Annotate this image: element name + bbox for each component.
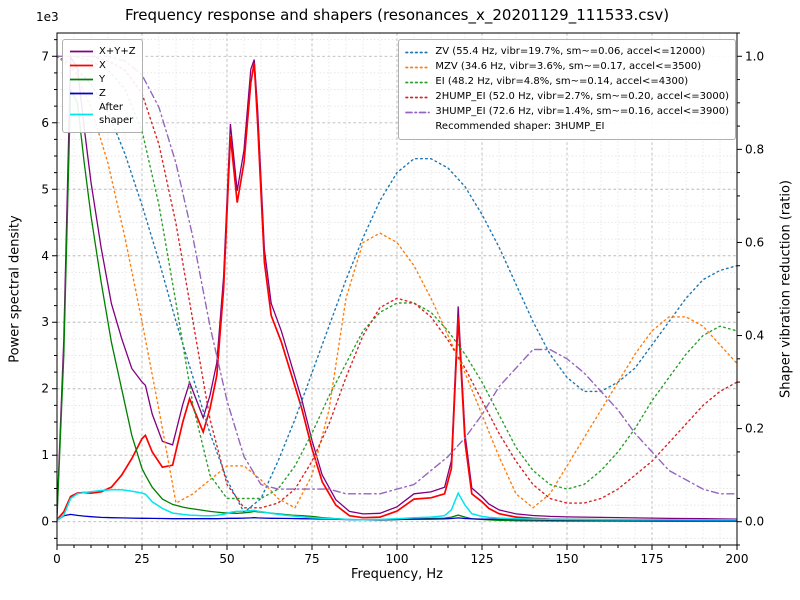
legend-swatch-2hump-ei [405, 96, 431, 98]
y-right-tick-label: 0.2 [745, 422, 764, 436]
legend-swatch-ei [405, 81, 431, 83]
x-tick-label: 200 [726, 552, 749, 566]
x-axis-label: Frequency, Hz [350, 567, 444, 582]
legend-swatch-zv [405, 51, 431, 53]
legend-swatch-xyz [70, 50, 93, 53]
y-left-tick-label: 4 [41, 249, 49, 263]
legend-item-mzv: MZV (34.6 Hz, vibr=3.6%, sm~=0.17, accel… [405, 60, 729, 74]
series-3hump-ei [57, 55, 737, 495]
y-axis-offset-label: 1e3 [36, 10, 59, 24]
tick-marks [52, 32, 742, 550]
y-right-tick-label: 1.0 [745, 49, 764, 63]
x-tick-label: 75 [304, 552, 319, 566]
legend-swatch-x [70, 64, 93, 67]
y-right-axis-label: Shaper vibration reduction (ratio) [778, 180, 794, 398]
legend-item-after-shaper: After shaper [69, 101, 136, 127]
legend-item-z: Z [69, 87, 136, 100]
y-left-tick-label: 3 [41, 315, 49, 329]
x-tick-label: 25 [134, 552, 149, 566]
y-left-tick-label: 6 [41, 116, 49, 130]
series-2hump-ei [57, 55, 737, 509]
legend-swatch-after-shaper [70, 113, 93, 115]
legend-label: X [99, 60, 106, 71]
x-tick-label: 50 [219, 552, 234, 566]
legend-item-ei: EI (48.2 Hz, vibr=4.8%, sm~=0.14, accel<… [405, 75, 729, 89]
series-after-shaper [57, 489, 737, 521]
legend-swatch-3hump-ei [405, 111, 431, 113]
legend-item-zv: ZV (55.4 Hz, vibr=19.7%, sm~=0.06, accel… [405, 45, 729, 59]
x-tick-label: 150 [556, 552, 579, 566]
series-ei [57, 55, 737, 500]
legend-item-xyz: X+Y+Z [69, 45, 136, 58]
legend-swatch-z [70, 92, 93, 95]
legend-label: After shaper [99, 102, 134, 126]
legend-swatch-y [70, 78, 93, 81]
y-left-axis-label: Power spectral density [7, 215, 23, 363]
series-mzv [57, 55, 737, 509]
series-x-y-z [57, 54, 737, 520]
legend-note-row: Recommended shaper: 3HUMP_EI [405, 120, 729, 134]
x-tick-label: 125 [471, 552, 494, 566]
legend-label: EI (48.2 Hz, vibr=4.8%, sm~=0.14, accel<… [435, 76, 689, 87]
legend-label: Z [99, 88, 106, 99]
legend-shapers: ZV (55.4 Hz, vibr=19.7%, sm~=0.06, accel… [398, 39, 736, 140]
legend-item-2hump-ei: 2HUMP_EI (52.0 Hz, vibr=2.7%, sm~=0.20, … [405, 90, 729, 104]
series-x [57, 62, 737, 522]
tick-labels: 0 25 50 75 100 125 150 175 200 0 1 2 3 4 5 6 7 0.0 0.2 0.4 0… [41, 49, 764, 566]
minor-grid [57, 33, 737, 545]
legend-note: Recommended shaper: 3HUMP_EI [435, 121, 605, 132]
y-left-tick-label: 7 [41, 49, 49, 63]
legend-label: Y [99, 74, 106, 85]
series-z [57, 513, 737, 522]
legend-item-x: X [69, 59, 136, 72]
y-right-tick-label: 0.6 [745, 235, 764, 249]
legend-item-3hump-ei: 3HUMP_EI (72.6 Hz, vibr=1.4%, sm~=0.16, … [405, 105, 729, 119]
legend-label: X+Y+Z [99, 46, 136, 57]
x-tick-label: 0 [53, 552, 61, 566]
series-lines [57, 54, 737, 523]
y-right-tick-label: 0.0 [745, 515, 764, 529]
y-right-tick-label: 0.4 [745, 329, 764, 343]
legend-label: 3HUMP_EI (72.6 Hz, vibr=1.4%, sm~=0.16, … [435, 106, 729, 117]
legend-item-y: Y [69, 73, 136, 86]
legend-swatch-mzv [405, 66, 431, 68]
y-left-tick-label: 1 [41, 448, 49, 462]
legend-psd: X+Y+Z X Y Z After shaper [62, 39, 143, 133]
legend-label: ZV (55.4 Hz, vibr=19.7%, sm~=0.06, accel… [435, 46, 706, 57]
chart-title: Frequency response and shapers (resonanc… [124, 6, 670, 24]
y-left-tick-label: 0 [41, 515, 49, 529]
x-tick-label: 175 [641, 552, 664, 566]
x-tick-label: 100 [386, 552, 409, 566]
y-left-tick-label: 2 [41, 382, 49, 396]
series-zv [57, 55, 737, 514]
legend-label: 2HUMP_EI (52.0 Hz, vibr=2.7%, sm~=0.20, … [435, 91, 729, 102]
y-right-tick-label: 0.8 [745, 142, 764, 156]
legend-label: MZV (34.6 Hz, vibr=3.6%, sm~=0.17, accel… [435, 61, 702, 72]
y-left-tick-label: 5 [41, 182, 49, 196]
